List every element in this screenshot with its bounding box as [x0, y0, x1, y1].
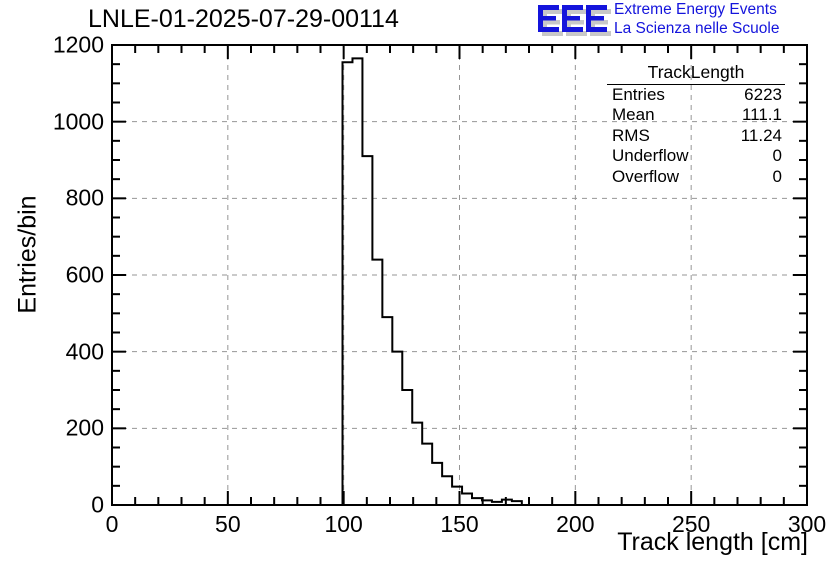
stats-row-value: 11.24: [740, 125, 782, 145]
histogram-outline: [341, 57, 523, 505]
stats-row: RMS 11.24: [607, 126, 785, 147]
stats-row: Overflow 0: [607, 167, 785, 188]
stats-row-label: Entries: [612, 84, 665, 104]
x-tick-label: 100: [324, 511, 363, 537]
stats-row: Entries 6223: [607, 85, 785, 106]
logo-line-2: La Scienza nelle Scuole: [614, 19, 780, 37]
stats-row: Underflow 0: [607, 146, 785, 167]
x-tick-label: 250: [671, 511, 711, 537]
y-tick-label: 800: [65, 184, 104, 211]
stats-row-value: 0: [772, 166, 782, 186]
y-tick-label: 1200: [52, 31, 104, 58]
stats-row-label: Mean: [612, 105, 655, 124]
stats-row-label: Underflow: [612, 146, 689, 165]
logo-text-block: Extreme Energy Events La Scienza nelle S…: [614, 1, 779, 38]
x-tick-label: 300: [787, 511, 827, 537]
logo-line-1: Extreme Energy Events: [614, 1, 777, 18]
y-tick-label: 0: [91, 491, 104, 518]
y-tick-label: 600: [65, 261, 104, 288]
x-tick-label: 150: [440, 511, 479, 537]
stats-row: Mean 111.1: [607, 105, 785, 126]
stats-row-label: Overflow: [612, 166, 680, 186]
stats-title: TrackLength: [607, 62, 785, 85]
stats-row-value: 111.1: [741, 105, 782, 124]
page-title: LNLE-01-2025-07-29-00114: [88, 5, 399, 33]
eee-logo: Extreme Energy Events La Scienza nelle S…: [536, 1, 836, 39]
x-axis-title: Track length [cm]: [617, 528, 808, 556]
stats-box: TrackLength Entries 6223 Mean 111.1 RMS 11.24…: [607, 62, 785, 187]
axis-ticks: [111, 44, 808, 506]
stats-rows: Entries 6223 Mean 111.1 RMS 11.24 Underflow 0 Ov…: [607, 85, 785, 188]
y-tick-label: 1000: [52, 108, 104, 135]
x-tick-label: 200: [556, 511, 595, 537]
y-tick-label: 200: [65, 414, 104, 441]
grid-lines: [112, 44, 807, 505]
stats-row-label: RMS: [612, 125, 650, 145]
x-tick-label: 50: [215, 511, 241, 537]
y-tick-label: 400: [65, 338, 104, 365]
eee-logo-mark: [538, 5, 611, 36]
x-tick-label: 0: [105, 511, 119, 537]
stats-row-value: 6223: [744, 84, 782, 104]
stats-row-value: 0: [772, 146, 782, 165]
